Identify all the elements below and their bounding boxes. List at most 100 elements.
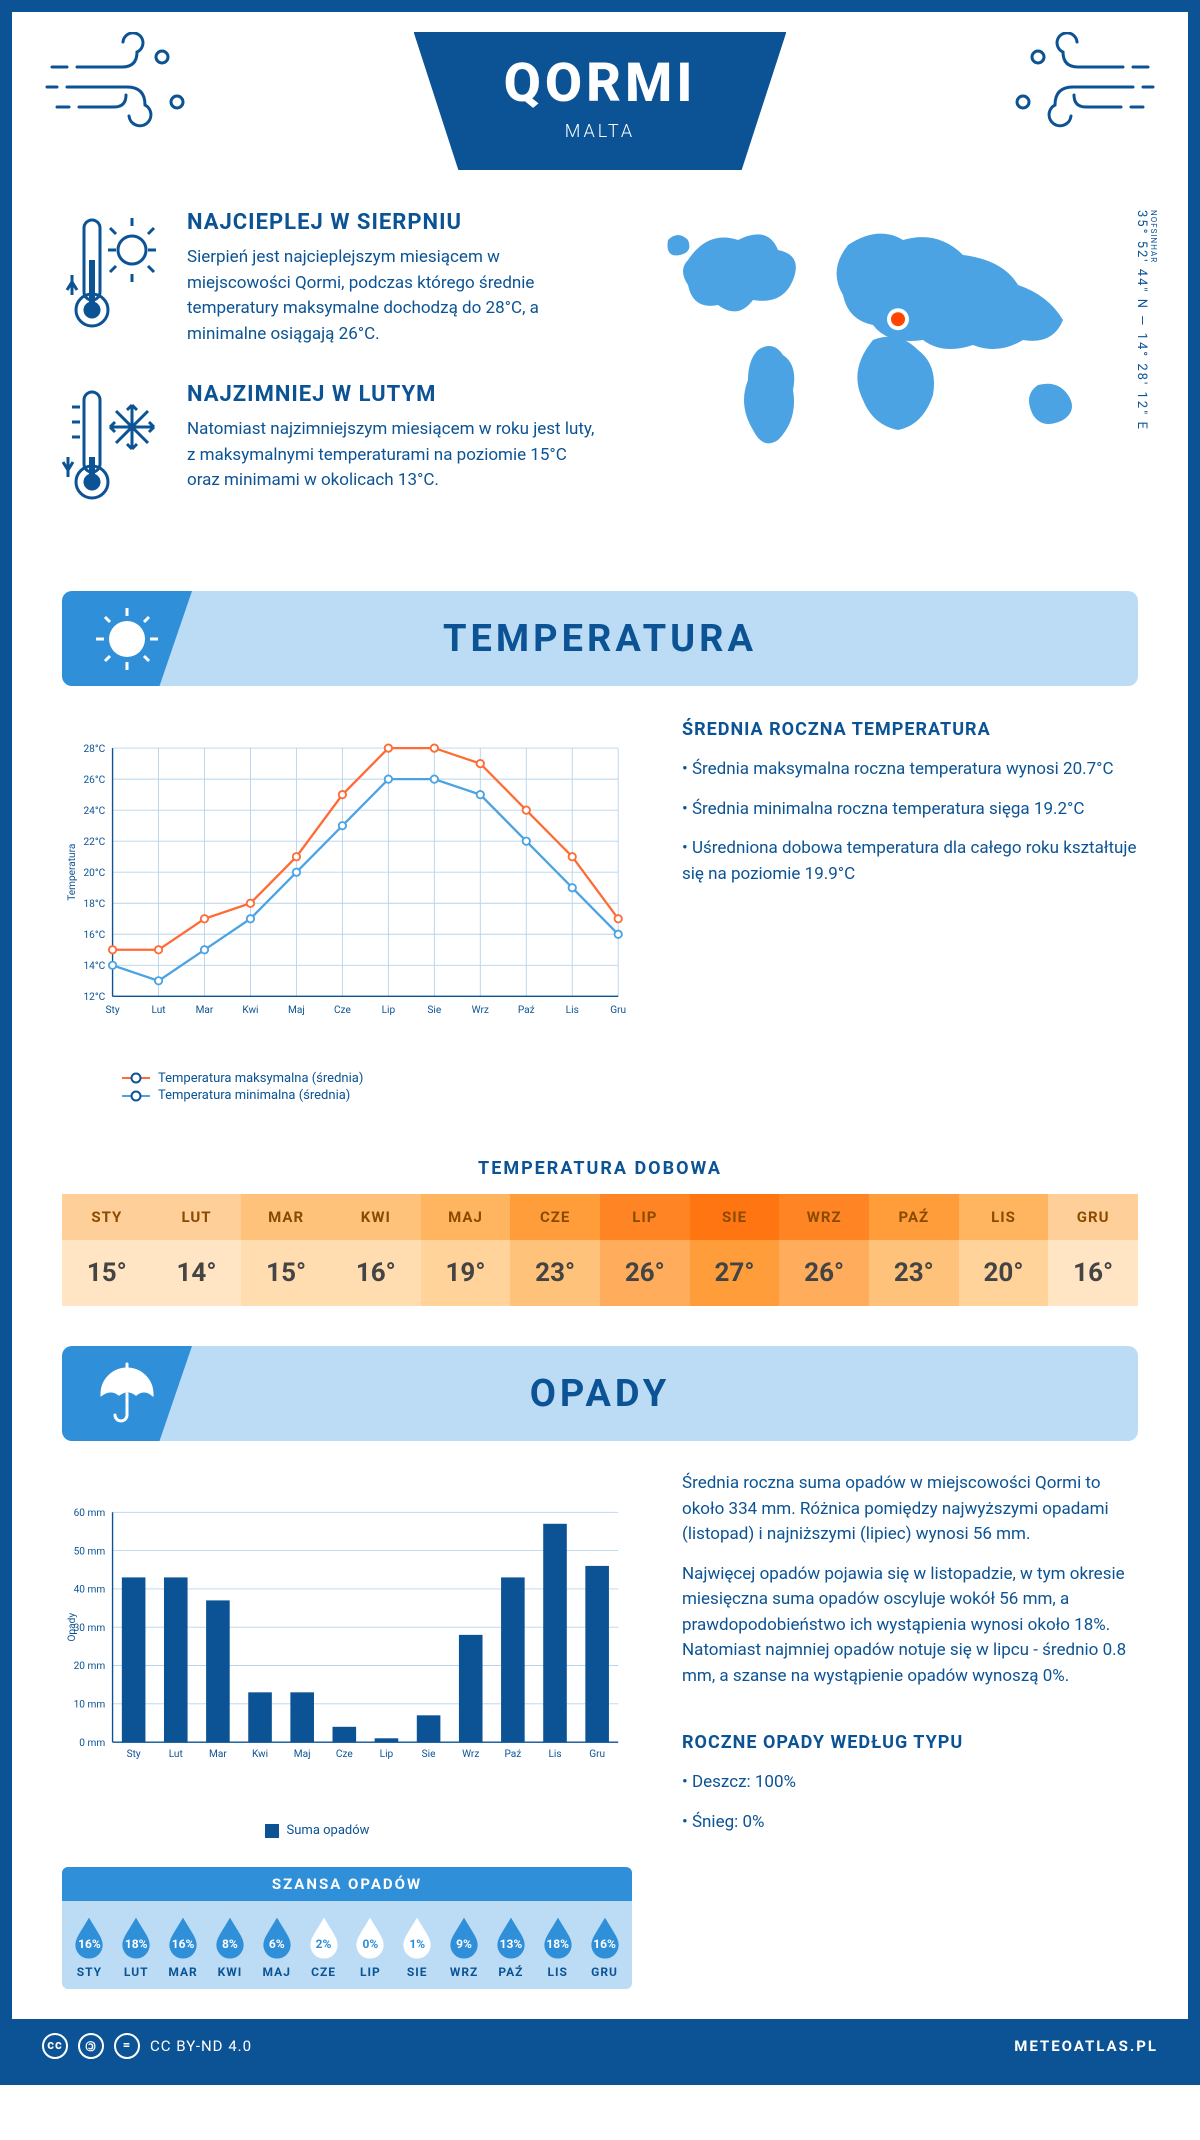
daily-value: 27° [690, 1240, 780, 1306]
raindrop-icon: 8% [212, 1915, 248, 1959]
rain-para-2: Najwięcej opadów pojawia się w listopadz… [682, 1562, 1138, 1690]
daily-value: 26° [600, 1240, 690, 1306]
svg-text:Lis: Lis [548, 1749, 561, 1760]
temperature-title: TEMPERATURA [443, 617, 757, 661]
daily-month: LIP [600, 1194, 690, 1240]
warmest-block: NAJCIEPLEJ W SIERPNIU Sierpień jest najc… [62, 210, 598, 347]
daily-value: 15° [62, 1240, 152, 1306]
rain-chance-panel: SZANSA OPADÓW 16% STY 18% LUT 16% MAR 8%… [62, 1867, 632, 1989]
svg-text:Wrz: Wrz [462, 1749, 479, 1760]
rain-type-point: • Deszcz: 100% [682, 1770, 1138, 1796]
svg-text:Lis: Lis [566, 1005, 579, 1016]
raindrop-icon: 16% [587, 1915, 623, 1959]
rain-chance-title: SZANSA OPADÓW [62, 1867, 632, 1901]
daily-value: 23° [869, 1240, 959, 1306]
daily-value: 14° [152, 1240, 242, 1306]
coldest-title: NAJZIMNIEJ W LUTYM [187, 382, 598, 407]
svg-text:18°C: 18°C [83, 899, 105, 910]
rain-type-point: • Śnieg: 0% [682, 1810, 1138, 1836]
raindrop-icon: 13% [493, 1915, 529, 1959]
avg-temp-point: • Średnia minimalna roczna temperatura s… [682, 797, 1138, 823]
daily-temp-table: STYLUTMARKWIMAJCZELIPSIEWRZPAŹLISGRU15°1… [62, 1194, 1138, 1306]
rain-chance-cell: 8% KWI [206, 1915, 253, 1979]
rain-chart-column: 0 mm10 mm20 mm30 mm40 mm50 mm60 mmOpadyS… [62, 1471, 632, 1989]
svg-text:Sty: Sty [106, 1005, 120, 1016]
country-subtitle: MALTA [504, 121, 697, 142]
rain-chance-cell: 0% LIP [347, 1915, 394, 1979]
rain-chance-cell: 16% STY [66, 1915, 113, 1979]
svg-text:Kwi: Kwi [242, 1005, 258, 1016]
svg-text:Maj: Maj [288, 1005, 305, 1016]
svg-text:Maj: Maj [294, 1749, 311, 1760]
umbrella-icon [92, 1359, 162, 1429]
svg-text:22°C: 22°C [83, 837, 105, 848]
wind-icon-left [42, 32, 202, 132]
site-name: METEOATLAS.PL [1014, 2037, 1158, 2055]
info-row: NAJCIEPLEJ W SIERPNIU Sierpień jest najc… [12, 200, 1188, 581]
svg-text:Sie: Sie [422, 1749, 436, 1760]
warmest-title: NAJCIEPLEJ W SIERPNIU [187, 210, 598, 235]
svg-text:Temperatura: Temperatura [67, 844, 78, 901]
raindrop-icon: 18% [118, 1915, 154, 1959]
daily-temp-title: TEMPERATURA DOBOWA [12, 1158, 1188, 1179]
svg-text:Sie: Sie [427, 1005, 441, 1016]
daily-month: KWI [331, 1194, 421, 1240]
avg-temp-title: ŚREDNIA ROCZNA TEMPERATURA [682, 716, 1138, 743]
svg-text:16°C: 16°C [83, 930, 105, 941]
rain-para-1: Średnia roczna suma opadów w miejscowośc… [682, 1471, 1138, 1548]
svg-text:12°C: 12°C [83, 992, 105, 1003]
svg-text:Lip: Lip [382, 1005, 396, 1016]
avg-temp-point: • Uśredniona dobowa temperatura dla całe… [682, 836, 1138, 887]
svg-text:24°C: 24°C [83, 806, 105, 817]
svg-text:Mar: Mar [209, 1749, 227, 1760]
by-icon: 🄯 [78, 2033, 104, 2059]
svg-text:50 mm: 50 mm [74, 1546, 106, 1557]
raindrop-icon: 9% [446, 1915, 482, 1959]
license: cc 🄯 = CC BY-ND 4.0 [42, 2033, 252, 2059]
rain-chance-cell: 2% CZE [300, 1915, 347, 1979]
svg-text:Sty: Sty [127, 1749, 141, 1760]
raindrop-icon: 0% [352, 1915, 388, 1959]
svg-text:Cze: Cze [336, 1749, 353, 1760]
sun-icon [92, 604, 162, 674]
rain-title: OPADY [530, 1372, 671, 1416]
world-map [638, 210, 1138, 470]
rain-bar-chart: 0 mm10 mm20 mm30 mm40 mm50 mm60 mmOpadyS… [62, 1471, 632, 1811]
header: QORMI MALTA [12, 12, 1188, 200]
temperature-summary: ŚREDNIA ROCZNA TEMPERATURA • Średnia mak… [682, 716, 1138, 1103]
daily-value: 26° [779, 1240, 869, 1306]
nd-icon: = [114, 2033, 140, 2059]
city-title: QORMI [504, 52, 697, 115]
rain-chance-cell: 18% LIS [534, 1915, 581, 1979]
thermometer-sun-icon [62, 210, 162, 340]
svg-text:20°C: 20°C [83, 868, 105, 879]
raindrop-icon: 16% [71, 1915, 107, 1959]
svg-text:60 mm: 60 mm [74, 1508, 106, 1519]
avg-temp-point: • Średnia maksymalna roczna temperatura … [682, 757, 1138, 783]
map-column: NOFSINHAR 35° 52' 44" N — 14° 28' 12" E [638, 210, 1138, 551]
daily-month: PAŹ [869, 1194, 959, 1240]
daily-month: GRU [1048, 1194, 1138, 1240]
coldest-text: Natomiast najzimniejszym miesiącem w rok… [187, 417, 598, 494]
raindrop-icon: 2% [306, 1915, 342, 1959]
rain-chance-cell: 18% LUT [113, 1915, 160, 1979]
svg-text:Kwi: Kwi [252, 1749, 268, 1760]
daily-month: LUT [152, 1194, 242, 1240]
temperature-legend: Temperatura maksymalna (średnia) Tempera… [62, 1068, 632, 1103]
wind-icon-right [998, 32, 1158, 132]
svg-text:30 mm: 30 mm [74, 1623, 106, 1634]
daily-month: STY [62, 1194, 152, 1240]
svg-text:Cze: Cze [334, 1005, 351, 1016]
daily-value: 16° [1048, 1240, 1138, 1306]
daily-value: 15° [241, 1240, 331, 1306]
svg-text:20 mm: 20 mm [74, 1661, 106, 1672]
daily-month: CZE [510, 1194, 600, 1240]
svg-text:14°C: 14°C [83, 961, 105, 972]
rain-chance-cell: 16% MAR [160, 1915, 207, 1979]
title-banner: QORMI MALTA [414, 32, 787, 170]
daily-month: MAR [241, 1194, 331, 1240]
raindrop-icon: 1% [399, 1915, 435, 1959]
daily-value: 19° [421, 1240, 511, 1306]
svg-text:Lut: Lut [169, 1749, 183, 1760]
daily-value: 23° [510, 1240, 600, 1306]
